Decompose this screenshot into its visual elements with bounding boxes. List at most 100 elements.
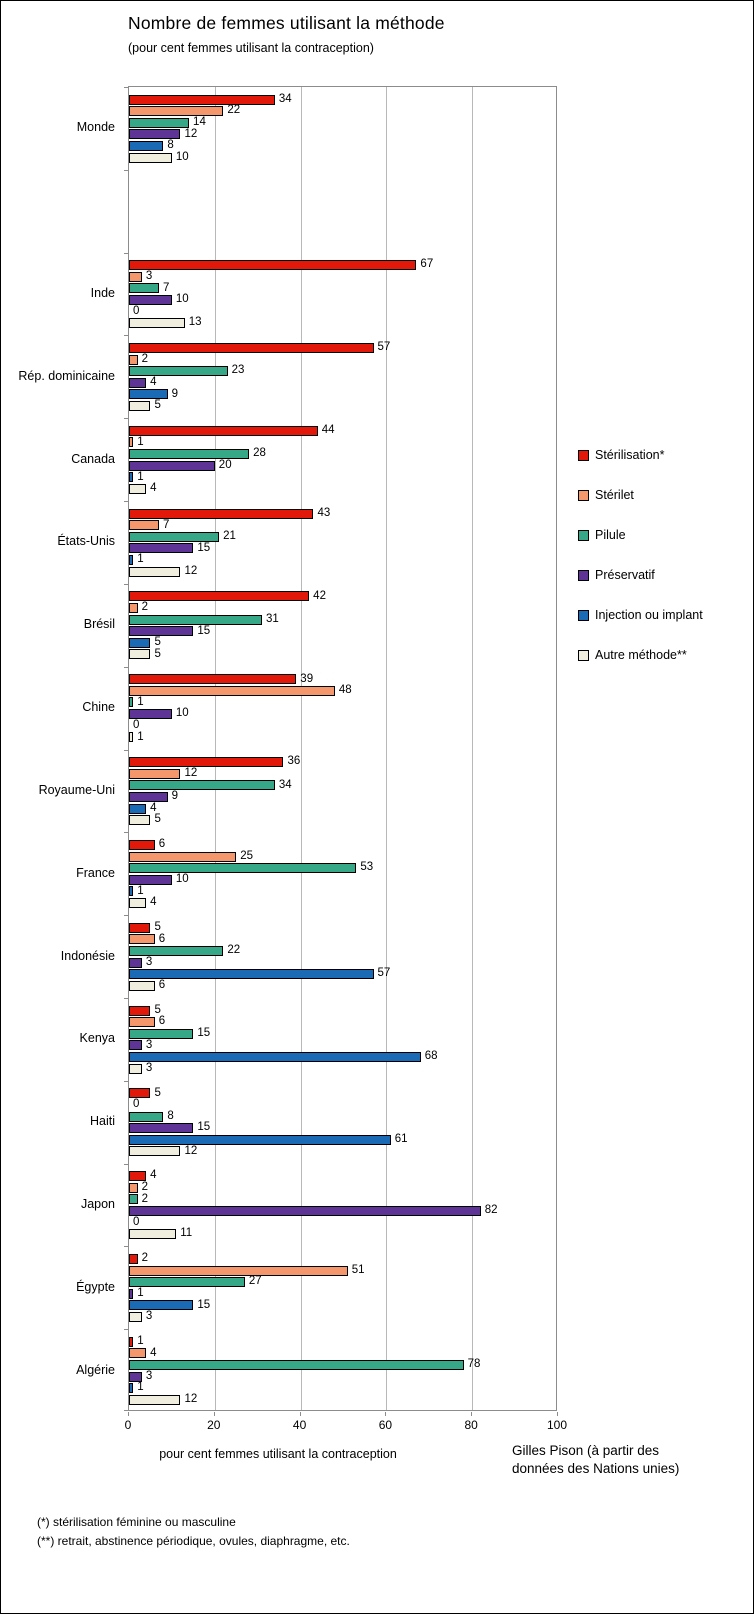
legend-label: Autre méthode** bbox=[595, 648, 687, 662]
bar-value-label: 7 bbox=[163, 518, 170, 531]
category-label: Canada bbox=[71, 451, 115, 466]
bar-pilule bbox=[129, 449, 250, 460]
bar-stérilisation bbox=[129, 1336, 134, 1347]
bar-value-label: 12 bbox=[184, 127, 198, 140]
bar-pilule bbox=[129, 283, 160, 294]
bar-value-label: 21 bbox=[223, 530, 236, 543]
footnotes: (*) stérilisation féminine ou masculine … bbox=[37, 1513, 350, 1550]
bar-value-label: 4 bbox=[150, 482, 157, 495]
x-tick-label: 100 bbox=[546, 1418, 568, 1432]
bar-autre-méthode bbox=[129, 1229, 177, 1240]
bar-injection-ou-implant bbox=[129, 1051, 421, 1062]
bar-row: 8 bbox=[129, 139, 174, 152]
bar-préservatif bbox=[129, 1123, 194, 1134]
bar-value-label: 8 bbox=[167, 139, 174, 152]
bar-row: 0 bbox=[129, 719, 139, 731]
bar-row: 15 bbox=[129, 625, 210, 637]
gridline bbox=[300, 87, 302, 1410]
legend-swatch bbox=[578, 649, 589, 661]
credit: Gilles Pison (à partir des données des N… bbox=[512, 1443, 680, 1477]
legend-label: Pilule bbox=[595, 528, 626, 542]
bar-row: 0 bbox=[129, 1099, 139, 1110]
bar-value-label: 12 bbox=[184, 1144, 198, 1157]
bar-row: 34 bbox=[129, 778, 292, 791]
x-tick-label: 20 bbox=[207, 1418, 221, 1432]
bar-row: 67 bbox=[129, 259, 433, 271]
bar-stérilet bbox=[129, 851, 237, 862]
bar-value-label: 10 bbox=[175, 293, 189, 306]
bar-value-label: 6 bbox=[158, 838, 166, 851]
bar-stérilisation bbox=[129, 674, 297, 685]
bar-value-label: 6 bbox=[158, 978, 166, 991]
bar-value-label: 4 bbox=[150, 1346, 157, 1359]
bar-row: 5 bbox=[129, 1004, 161, 1016]
bar-préservatif bbox=[129, 129, 181, 140]
bar-row: 43 bbox=[129, 506, 331, 519]
bar-stérilet bbox=[129, 271, 142, 282]
bar-row: 1 bbox=[129, 436, 144, 448]
y-tick-mark bbox=[124, 915, 129, 917]
bar-value-label: 43 bbox=[317, 506, 331, 519]
bar-value-label: 6 bbox=[158, 932, 166, 945]
bar-value-label: 68 bbox=[424, 1050, 438, 1063]
bar-value-label: 15 bbox=[197, 1298, 211, 1311]
bar-row: 9 bbox=[129, 791, 178, 802]
legend: Stérilisation* Stérilet Pilule Préservatif I… bbox=[578, 448, 703, 688]
bar-row: 6 bbox=[129, 932, 166, 945]
bar-value-label: 36 bbox=[287, 755, 301, 768]
bar-value-label: 1 bbox=[137, 1335, 144, 1348]
bar-value-label: 28 bbox=[253, 447, 266, 460]
bar-value-label: 22 bbox=[227, 104, 241, 117]
category-label: Rép. dominicaine bbox=[18, 368, 115, 383]
gridline bbox=[386, 87, 388, 1410]
bar-row: 2 bbox=[129, 1192, 148, 1205]
category-label: Haiti bbox=[89, 1114, 115, 1129]
bar-row: 2 bbox=[129, 353, 148, 365]
bar-row: 7 bbox=[129, 282, 169, 294]
bar-row: 1 bbox=[129, 696, 144, 708]
legend-item: Préservatif bbox=[578, 568, 703, 582]
bar-value-label: 4 bbox=[150, 801, 157, 814]
x-tick-label: 40 bbox=[292, 1418, 307, 1432]
bar-pilule bbox=[129, 614, 262, 625]
bar-value-label: 39 bbox=[300, 672, 314, 685]
bar-row: 20 bbox=[129, 459, 232, 471]
bar-injection-ou-implant bbox=[129, 555, 134, 566]
bar-stérilet bbox=[129, 437, 134, 448]
bar-stérilisation bbox=[129, 94, 275, 105]
bar-value-label: 2 bbox=[141, 1192, 148, 1205]
bar-row: 12 bbox=[129, 565, 197, 577]
y-tick-mark bbox=[124, 832, 129, 834]
bar-row: 10 bbox=[129, 293, 189, 306]
category-labels: Monde Inde Rép. dominicaine Canada États-Uni… bbox=[1, 86, 122, 1411]
bar-row: 4 bbox=[129, 1346, 157, 1359]
bar-row: 57 bbox=[129, 342, 390, 354]
chart-subtitle: (pour cent femmes utilisant la contracep… bbox=[128, 41, 374, 55]
bar-préservatif bbox=[129, 791, 168, 802]
bar-stérilisation bbox=[129, 260, 417, 271]
bar-value-label: 27 bbox=[248, 1275, 262, 1288]
bar-row: 2 bbox=[129, 1253, 148, 1264]
bar-stérilet bbox=[129, 1348, 147, 1359]
bar-stérilet bbox=[129, 354, 138, 365]
bar-value-label: 3 bbox=[145, 955, 153, 968]
bar-pilule bbox=[129, 531, 220, 542]
bar-value-label: 1 bbox=[137, 1287, 144, 1300]
bar-row: 4 bbox=[129, 1170, 157, 1182]
legend-item: Injection ou implant bbox=[578, 608, 703, 622]
bar-autre-méthode bbox=[129, 1394, 181, 1405]
x-tick-mark bbox=[213, 1412, 215, 1416]
bar-value-label: 34 bbox=[278, 778, 292, 791]
footnote-1: (*) stérilisation féminine ou masculine bbox=[37, 1515, 236, 1529]
bar-row: 5 bbox=[129, 1087, 161, 1099]
bar-value-label: 4 bbox=[150, 376, 157, 389]
x-tick-mark bbox=[385, 1412, 387, 1416]
bar-value-label: 10 bbox=[175, 150, 189, 163]
bar-row: 3 bbox=[129, 271, 152, 282]
bar-value-label: 11 bbox=[180, 1227, 193, 1240]
bar-stérilisation bbox=[129, 343, 374, 354]
bar-row: 3 bbox=[129, 1062, 152, 1074]
x-axis: 0 20 40 60 80 100 bbox=[125, 1412, 567, 1442]
gridline bbox=[214, 87, 216, 1410]
